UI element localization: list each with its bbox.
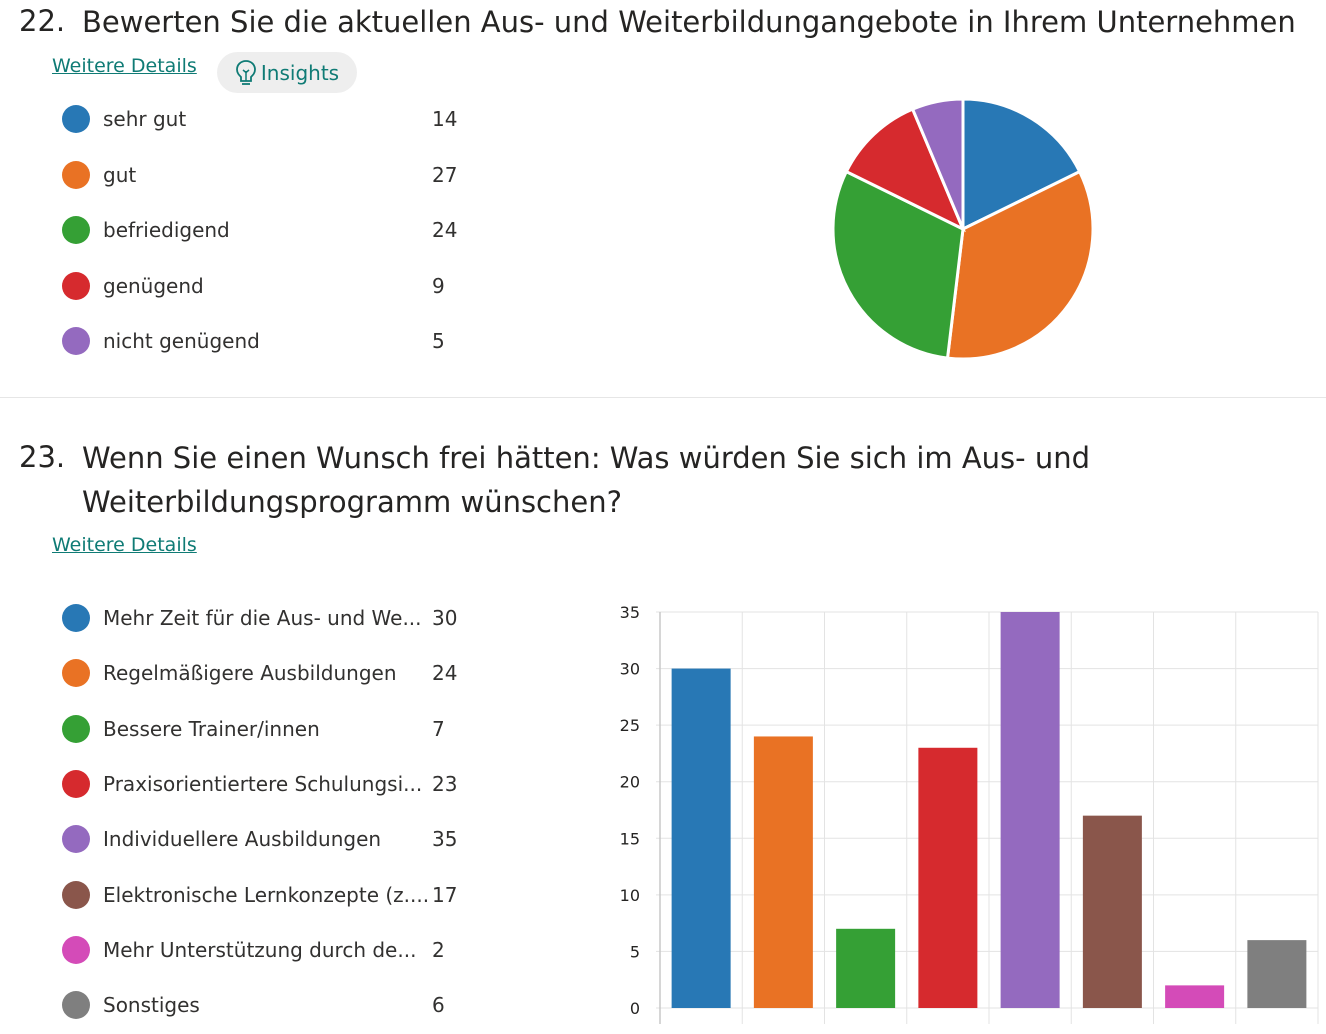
pie-slice[interactable] [844,107,966,233]
legend-label: Bessere Trainer/innen [103,716,320,741]
legend-item: Bessere Trainer/innen 7 [62,714,482,744]
legend-label: gut [103,162,137,187]
legend-item: sehr gut 14 [62,104,482,134]
legend-count: 14 [432,107,458,131]
question-22-title: Bewerten Sie die aktuellen Aus- und Weit… [82,5,1296,39]
legend-item: gut 27 [62,160,482,190]
bar[interactable] [1165,985,1225,1008]
legend-color-dot [62,935,90,964]
pie-chart [831,97,1095,361]
legend-color-dot [62,825,90,854]
legend-item: Sonstiges 6 [62,990,482,1020]
legend-color-dot [62,714,90,743]
legend-color-dot [62,216,90,244]
legend-item: nicht genügend 5 [62,326,482,356]
pie-slice[interactable] [961,97,1082,232]
legend-item: Individuellere Ausbildungen 35 [62,824,482,854]
pie-slice[interactable] [831,169,965,360]
legend-item: Praxisorientiertere Schulungsi... 23 [62,769,482,799]
legend-count: 6 [432,993,445,1018]
bar-chart: 0 5 10 15 20 25 30 35 [620,603,1319,1024]
legend-count: 2 [432,937,445,962]
q22-details-link[interactable]: Weitere Details [52,55,197,77]
bar[interactable] [918,747,978,1008]
legend-count: 27 [432,162,458,187]
legend-item: genügend 9 [62,271,482,301]
y-tick-label: 0 [630,999,640,1018]
pie-slice[interactable] [945,169,1095,361]
legend-color-dot [62,991,90,1020]
question-23-title-line1: Wenn Sie einen Wunsch frei hätten: Was w… [82,441,1091,475]
legend-count: 24 [432,218,458,242]
legend-item: Mehr Zeit für die Aus- und We... 30 [62,603,482,633]
q23-details-link[interactable]: Weitere Details [52,534,197,556]
lightbulb-icon [235,59,257,87]
question-23-number: 23. [19,440,66,474]
legend-color-dot [62,659,90,688]
y-tick-label: 35 [620,603,640,622]
legend-item: Elektronische Lernkonzepte (z.... 17 [62,880,482,910]
legend-color-dot [62,160,90,189]
y-tick-label: 10 [620,886,640,905]
legend-count: 7 [432,716,445,741]
question-23-title-line2: Weiterbildungsprogramm wünschen? [82,485,622,519]
y-tick-label: 15 [620,829,640,848]
bar[interactable] [1082,815,1142,1008]
legend-count: 23 [432,771,458,796]
legend-count: 30 [432,606,458,630]
legend-label: Sonstiges [103,993,200,1018]
legend-color-dot [62,769,90,798]
pie-slice[interactable] [910,97,965,230]
bar[interactable] [1000,612,1060,1008]
legend-color-dot [62,880,90,909]
legend-item: Regelmäßigere Ausbildungen 24 [62,658,482,688]
y-tick-label: 30 [620,660,640,679]
legend-label: Mehr Unterstützung durch de... [103,937,417,962]
legend-label: sehr gut [103,107,187,131]
insights-button[interactable]: Insights [217,52,357,93]
legend-count: 9 [432,273,445,298]
legend-color-dot [62,327,90,355]
legend-label: Praxisorientiertere Schulungsi... [103,771,423,796]
legend-count: 35 [432,827,458,852]
bar[interactable] [1247,940,1307,1008]
bar[interactable] [753,736,813,1008]
legend-color-dot [62,271,90,300]
legend-label: genügend [103,273,204,298]
legend-label: befriedigend [103,218,230,242]
bar[interactable] [836,928,896,1008]
legend-item: befriedigend 24 [62,215,482,245]
insights-label: Insights [260,60,340,85]
y-tick-label: 25 [620,716,640,735]
legend-count: 5 [432,329,445,353]
legend-label: Elektronische Lernkonzepte (z.... [103,882,430,907]
legend-color-dot [62,604,90,632]
legend-count: 24 [432,661,458,686]
y-tick-label: 20 [620,773,640,792]
question-22-number: 22. [19,4,66,38]
section-divider [0,397,1326,398]
legend-count: 17 [432,882,458,907]
legend-label: Mehr Zeit für die Aus- und We... [103,606,422,630]
legend-label: Regelmäßigere Ausbildungen [103,661,397,686]
legend-label: nicht genügend [103,329,260,353]
legend-item: Mehr Unterstützung durch de... 2 [62,935,482,965]
bar[interactable] [671,668,731,1008]
y-tick-label: 5 [630,942,640,961]
legend-color-dot [62,105,90,133]
legend-label: Individuellere Ausbildungen [103,827,382,852]
